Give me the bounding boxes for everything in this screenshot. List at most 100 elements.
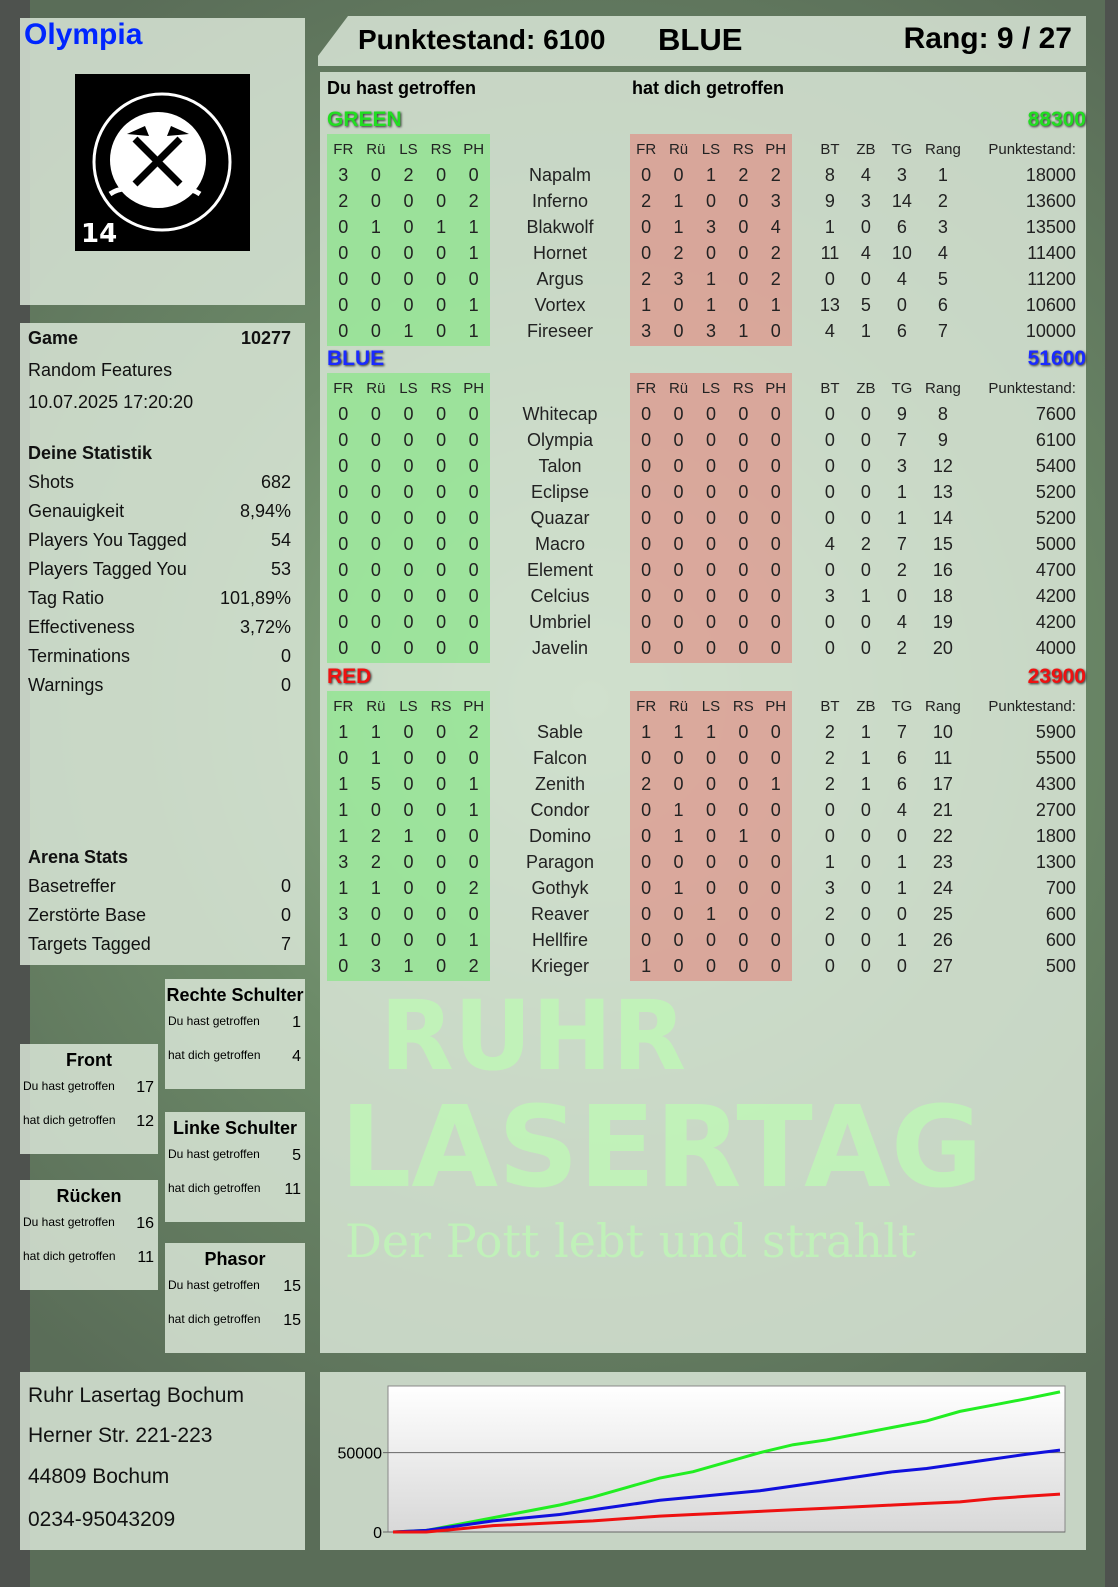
- got-hit-count: 0: [770, 403, 781, 424]
- team-name: BLUE: [327, 347, 385, 370]
- got-hit-count: 0: [705, 533, 716, 554]
- player-row[interactable]: 0 0 0 0 0 Element 0 0 0 0 0 0 0 2 16 4700: [327, 557, 1077, 583]
- column-header: LS: [399, 697, 418, 715]
- hit-count: 0: [468, 455, 479, 476]
- player-rank: 21: [932, 799, 953, 820]
- player-row[interactable]: 0 1 0 0 0 Falcon 0 0 0 0 0 2 1 6 11 5500: [327, 745, 1077, 771]
- player-tg: 6: [896, 320, 907, 341]
- player-row[interactable]: 1 0 0 0 1 Condor 0 1 0 0 0 0 0 4 21 2700: [327, 797, 1077, 823]
- got-hit-count: 0: [673, 507, 684, 528]
- player-row[interactable]: 0 0 0 0 0 Umbriel 0 0 0 0 0 0 0 4 19 4200: [327, 609, 1077, 635]
- series-line-1: [392, 1448, 1061, 1534]
- column-header: Punktestand:: [988, 697, 1076, 715]
- stat-value: 54: [270, 530, 291, 550]
- hit-count: 0: [338, 455, 349, 476]
- player-row[interactable]: 3 0 0 0 0 Reaver 0 0 1 0 0 2 0 0 25 600: [327, 901, 1077, 927]
- player-row[interactable]: 2 0 0 0 2 Inferno 2 1 0 0 3 9 3 14 2 13600: [327, 188, 1077, 214]
- got-hit-count: 0: [705, 637, 716, 658]
- player-name: Javelin: [531, 637, 588, 658]
- got-hit-count: 1: [705, 903, 716, 924]
- player-score: 18000: [1025, 164, 1076, 185]
- player-row[interactable]: 0 0 0 0 0 Talon 0 0 0 0 0 0 0 3 12 5400: [327, 453, 1077, 479]
- hit-count: 0: [403, 903, 414, 924]
- player-row[interactable]: 1 5 0 0 1 Zenith 2 0 0 0 1 2 1 6 17 4300: [327, 771, 1077, 797]
- player-row[interactable]: 0 0 0 0 0 Eclipse 0 0 0 0 0 0 0 1 13 5200: [327, 479, 1077, 505]
- hit-background: [327, 691, 490, 981]
- hit-count: 2: [338, 190, 349, 211]
- got-hit-count: 0: [738, 268, 749, 289]
- player-row[interactable]: 0 0 0 0 0 Olympia 0 0 0 0 0 0 0 7 9 6100: [327, 427, 1077, 453]
- player-row[interactable]: 0 3 1 0 2 Krieger 1 0 0 0 0 0 0 0 27 500: [327, 953, 1077, 979]
- player-row[interactable]: 0 1 0 1 1 Blakwolf 0 1 3 0 4 1 0 6 3 13500: [327, 214, 1077, 240]
- column-header-row: FR Rü LS RS PH FR Rü LS RS PH BT ZB TG Rang Punktestan…: [327, 136, 1077, 162]
- hit-count: 0: [370, 164, 381, 185]
- hit-count: 0: [370, 429, 381, 450]
- player-name: Element: [526, 559, 593, 580]
- hit-count: 2: [468, 190, 479, 211]
- player-name: Vortex: [534, 294, 586, 315]
- got-hit-count: 0: [738, 611, 749, 632]
- player-row[interactable]: 3 0 2 0 0 Napalm 0 0 1 2 2 8 4 3 1 18000: [327, 162, 1077, 188]
- player-tg: 1: [896, 481, 907, 502]
- stat-label: Players Tagged You: [28, 559, 187, 579]
- player-bt: 11: [820, 242, 840, 263]
- player-row[interactable]: 1 0 0 0 1 Hellfire 0 0 0 0 0 0 0 1 26 600: [327, 927, 1077, 953]
- address-panel: [20, 1372, 305, 1550]
- hit-count: 0: [436, 877, 447, 898]
- player-row[interactable]: 1 1 0 0 2 Gothyk 0 1 0 0 0 3 0 1 24 700: [327, 875, 1077, 901]
- player-row[interactable]: 0 0 0 0 0 Javelin 0 0 0 0 0 0 0 2 20 4000: [327, 635, 1077, 661]
- got-hit-count: 0: [641, 747, 652, 768]
- hit-count: 0: [338, 747, 349, 768]
- player-row[interactable]: 0 0 0 0 1 Vortex 1 0 1 0 1 13 5 0 6 10600: [327, 292, 1077, 318]
- zone-title: Phasor: [204, 1249, 266, 1269]
- player-row[interactable]: 0 0 0 0 0 Macro 0 0 0 0 0 4 2 7 15 5000: [327, 531, 1077, 557]
- got-hit-count: 0: [705, 825, 716, 846]
- got-hit-count: 0: [673, 611, 684, 632]
- player-row[interactable]: 0 0 1 0 1 Fireseer 3 0 3 1 0 4 1 6 7 10000: [327, 318, 1077, 344]
- player-zb: 0: [860, 637, 871, 658]
- column-header: Punktestand:: [988, 379, 1076, 397]
- hit-count: 0: [436, 403, 447, 424]
- zone-got-label: hat dich getroffen: [168, 1312, 261, 1326]
- player-score: 4200: [1035, 585, 1076, 606]
- arena-stat-row: Basetreffer 0: [28, 876, 291, 897]
- got-hit-background: [630, 691, 792, 981]
- got-hit-count: 0: [673, 481, 684, 502]
- y-tick-label: 0: [373, 1525, 382, 1542]
- player-rank: 16: [932, 559, 953, 580]
- player-score: 13600: [1025, 190, 1076, 211]
- player-tg: 2: [896, 559, 907, 580]
- player-rank: 26: [932, 929, 953, 950]
- got-hit-count: 0: [770, 747, 781, 768]
- got-hit-count: 0: [641, 455, 652, 476]
- player-row[interactable]: 0 0 0 0 0 Argus 2 3 1 0 2 0 0 4 5 11200: [327, 266, 1077, 292]
- player-row[interactable]: 0 0 0 0 0 Quazar 0 0 0 0 0 0 0 1 14 5200: [327, 505, 1077, 531]
- got-hit-count: 0: [673, 533, 684, 554]
- player-rank: 13: [932, 481, 953, 502]
- player-row[interactable]: 3 2 0 0 0 Paragon 0 0 0 0 0 1 0 1 23 1300: [327, 849, 1077, 875]
- zone-hit-value: 16: [136, 1215, 154, 1232]
- zone-hit-value: 17: [136, 1079, 154, 1096]
- player-score: 4000: [1035, 637, 1076, 658]
- player-score: 4300: [1035, 773, 1076, 794]
- player-rank: 23: [932, 851, 953, 872]
- player-row[interactable]: 1 2 1 0 0 Domino 0 1 0 1 0 0 0 0 22 1800: [327, 823, 1077, 849]
- player-row[interactable]: 1 1 0 0 2 Sable 1 1 1 0 0 2 1 7 10 5900: [327, 719, 1077, 745]
- player-row[interactable]: 0 0 0 0 1 Hornet 0 2 0 0 2 11 4 10 4 11400: [327, 240, 1077, 266]
- hit-count: 0: [436, 164, 447, 185]
- hit-count: 0: [436, 929, 447, 950]
- player-row[interactable]: 0 0 0 0 0 Celcius 0 0 0 0 0 3 1 0 18 4200: [327, 583, 1077, 609]
- hit-count: 1: [370, 877, 381, 898]
- column-header: FR: [333, 140, 354, 158]
- column-header: FR: [636, 697, 657, 715]
- player-row[interactable]: 0 0 0 0 0 Whitecap 0 0 0 0 0 0 0 9 8 7600: [327, 401, 1077, 427]
- hit-count: 1: [468, 320, 479, 341]
- team-score: 23900: [1027, 665, 1086, 688]
- column-header: RS: [430, 379, 452, 397]
- player-score: 5200: [1035, 481, 1076, 502]
- hit-count: 1: [370, 216, 381, 237]
- score-chart: 0 50000: [338, 1385, 1066, 1542]
- player-rank: 20: [932, 637, 953, 658]
- hit-count: 0: [370, 903, 381, 924]
- team-score: 88300: [1027, 108, 1086, 131]
